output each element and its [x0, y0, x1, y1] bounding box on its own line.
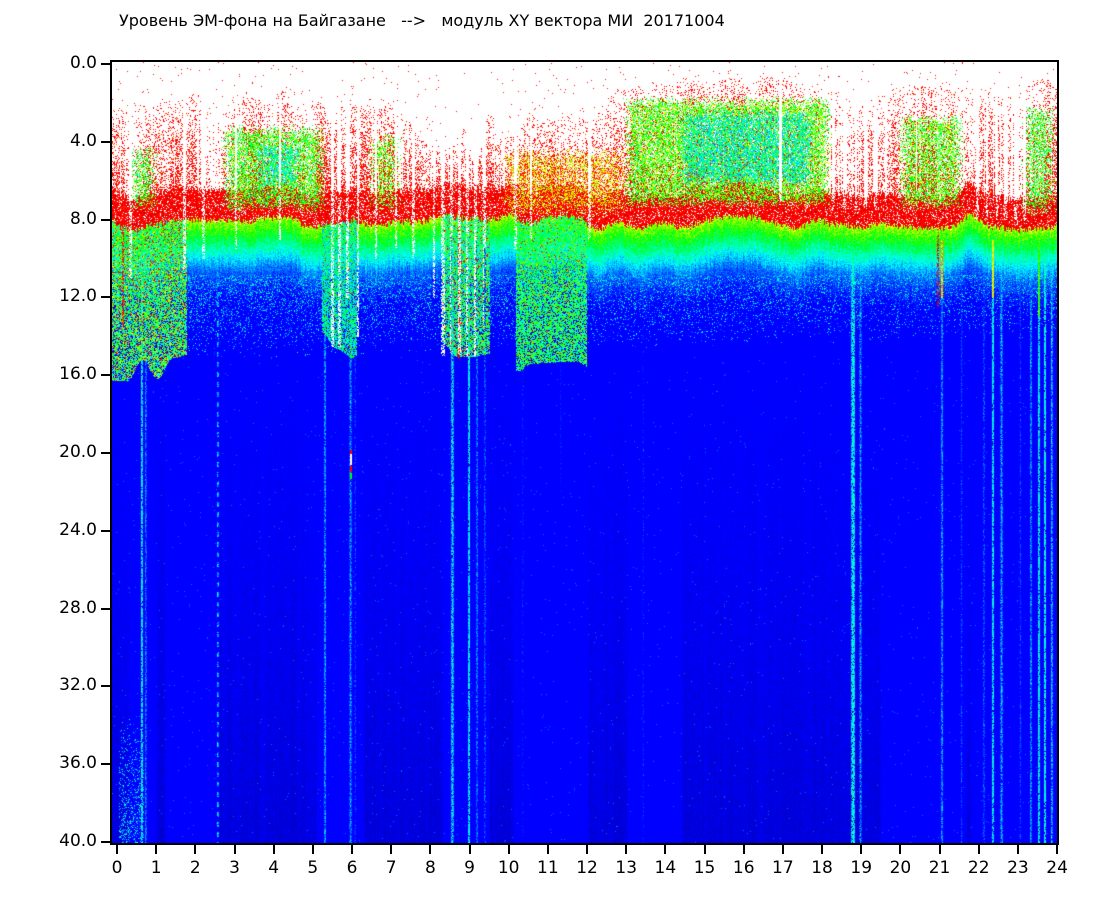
x-tick-label: 24 [1046, 858, 1068, 878]
x-tick-label: 7 [385, 858, 397, 878]
x-tick [781, 845, 784, 854]
y-tick-label: 0.0 [69, 53, 97, 73]
x-tick [586, 845, 589, 854]
x-tick-label: 15 [693, 858, 716, 878]
x-tick-label: 13 [615, 858, 638, 878]
y-tick-label: 32.0 [59, 675, 97, 696]
x-tick [742, 845, 745, 854]
x-tick-label: 8 [424, 858, 436, 878]
y-tick [101, 63, 110, 65]
x-tick [938, 845, 941, 854]
y-tick-label: 24.0 [59, 519, 97, 540]
x-tick [507, 845, 510, 854]
x-tick-label: 0 [111, 858, 123, 878]
y-tick [101, 452, 110, 454]
y-tick [101, 529, 110, 532]
y-tick [101, 218, 110, 221]
y-tick [101, 296, 110, 299]
x-tick [194, 845, 197, 854]
y-tick [101, 140, 110, 143]
x-tick [468, 845, 471, 854]
y-tick-label: 16.0 [59, 364, 97, 385]
x-tick [429, 845, 432, 854]
y-tick [101, 374, 110, 377]
x-tick-label: 9 [464, 858, 475, 878]
x-tick-label: 16 [732, 858, 755, 878]
spectrogram-canvas [112, 62, 1057, 843]
x-tick [1016, 845, 1019, 854]
x-tick-label: 19 [850, 858, 873, 878]
x-tick [821, 845, 824, 854]
x-tick [155, 845, 158, 854]
x-tick-label: 22 [967, 858, 990, 878]
y-tick-label: 4.0 [69, 130, 97, 151]
x-tick [390, 845, 393, 854]
x-tick-label: 3 [229, 858, 240, 878]
y-tick-label: 40.0 [59, 831, 97, 851]
y-tick-label: 36.0 [59, 753, 97, 774]
x-tick-label: 6 [346, 858, 358, 878]
x-tick-label: 11 [537, 858, 559, 878]
y-tick [101, 841, 110, 843]
plot-frame [110, 60, 1059, 845]
x-tick-label: 4 [268, 858, 280, 878]
chart-title: Уровень ЭМ-фона на Байгазане --> модуль … [119, 11, 725, 30]
y-tick [101, 685, 110, 688]
x-tick-label: 14 [654, 858, 677, 878]
x-tick [860, 845, 863, 854]
x-tick-label: 17 [772, 858, 794, 878]
y-tick-label: 28.0 [59, 597, 97, 618]
x-tick [311, 845, 314, 854]
x-tick-label: 10 [497, 858, 520, 878]
x-tick [899, 845, 902, 854]
y-tick-label: 20.0 [59, 442, 97, 462]
x-tick [703, 845, 706, 854]
x-tick-label: 1 [150, 858, 162, 878]
y-tick [101, 607, 110, 610]
x-tick-label: 20 [889, 858, 912, 878]
y-tick-label: 12.0 [59, 286, 97, 307]
x-tick [546, 845, 549, 854]
x-tick-label: 12 [576, 858, 598, 878]
x-tick [1056, 845, 1059, 854]
x-tick [664, 845, 667, 854]
x-tick-label: 2 [189, 858, 201, 878]
x-tick-label: 21 [928, 858, 951, 878]
x-tick [625, 845, 628, 854]
y-tick-label: 8.0 [69, 208, 97, 229]
x-tick-label: 5 [307, 858, 319, 878]
x-tick [351, 845, 354, 854]
y-tick [101, 763, 110, 766]
x-tick-label: 23 [1007, 858, 1029, 878]
x-tick [233, 845, 236, 854]
x-tick-label: 18 [811, 858, 833, 878]
x-tick [116, 845, 118, 854]
x-tick [272, 845, 275, 854]
x-tick [977, 845, 980, 854]
